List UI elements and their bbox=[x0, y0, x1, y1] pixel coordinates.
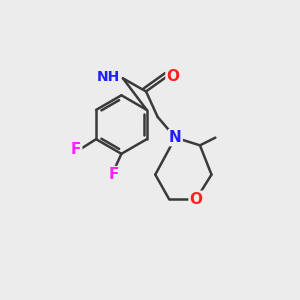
Text: NH: NH bbox=[97, 70, 120, 84]
Text: F: F bbox=[71, 142, 81, 158]
Text: F: F bbox=[109, 167, 119, 182]
Text: N: N bbox=[169, 130, 182, 145]
Text: O: O bbox=[167, 68, 179, 83]
Text: O: O bbox=[190, 192, 202, 207]
